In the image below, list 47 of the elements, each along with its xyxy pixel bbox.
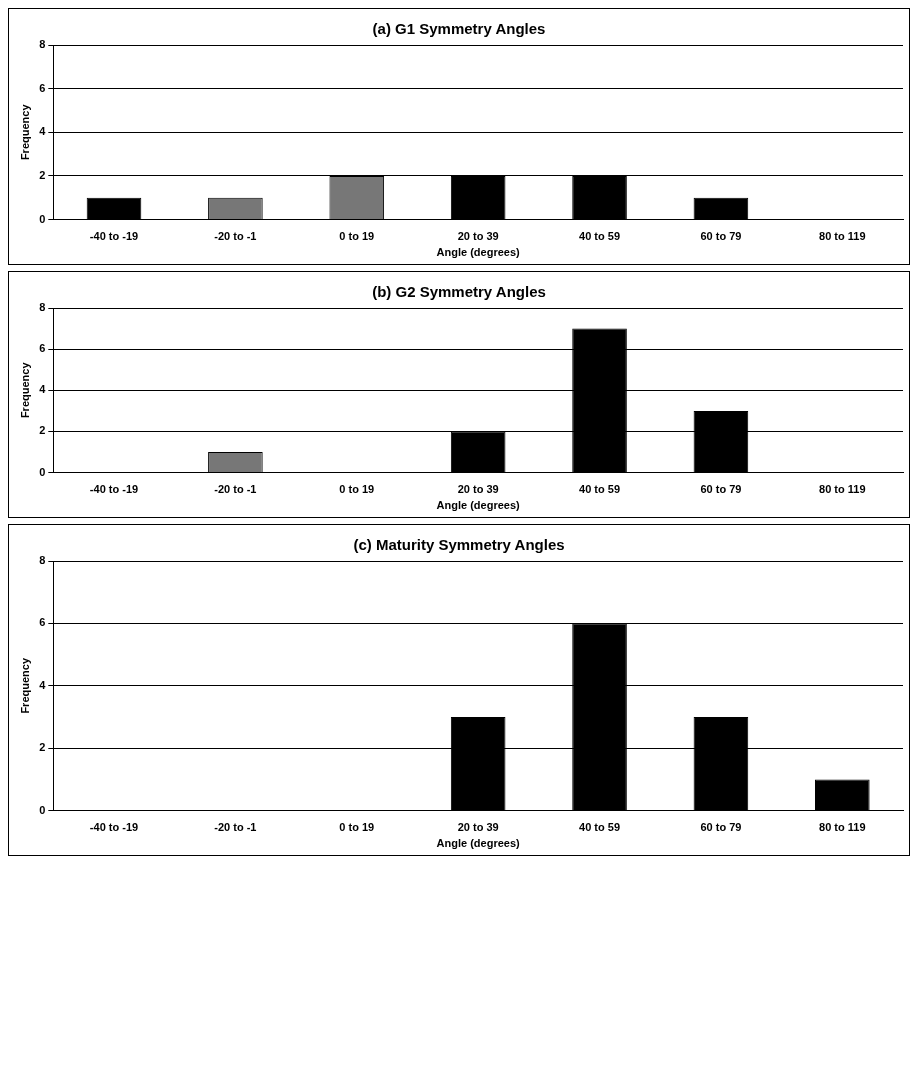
x-tick-label: 20 to 39	[457, 230, 499, 243]
x-tick-label: 20 to 39	[457, 821, 499, 834]
x-tick-label: 60 to 79	[700, 230, 742, 243]
bar	[450, 431, 506, 473]
x-tick-label: 80 to 119	[819, 483, 866, 496]
x-tick-label: -20 to -1	[214, 230, 257, 243]
y-axis-title: Frequency	[18, 103, 31, 161]
chart-title: (a) G1 Symmetry Angles	[372, 20, 546, 38]
x-tick-label: 80 to 119	[819, 230, 866, 243]
x-tick-label: 0 to 19	[339, 230, 375, 243]
x-tick-label: 0 to 19	[339, 483, 375, 496]
chart-title: (b) G2 Symmetry Angles	[372, 283, 546, 301]
x-tick-label: -20 to -1	[214, 483, 257, 496]
y-tick-label: 2	[39, 741, 46, 754]
y-tick-label: 8	[39, 301, 46, 314]
x-axis-title: Angle (degrees)	[436, 837, 521, 850]
x-tick-label: -20 to -1	[214, 821, 257, 834]
bar	[815, 779, 870, 811]
x-tick-label: 60 to 79	[700, 821, 742, 834]
y-tick-label: 0	[39, 465, 46, 478]
y-tick-label: 4	[39, 678, 47, 691]
x-tick-label: 20 to 39	[457, 483, 499, 496]
y-tick-label: 8	[39, 38, 46, 51]
y-tick-label: 4	[39, 125, 47, 138]
x-tick-label: 80 to 119	[819, 821, 866, 834]
x-tick-label: 40 to 59	[579, 483, 621, 496]
y-axis-title: Frequency	[18, 361, 31, 419]
y-tick-label: 6	[39, 81, 46, 94]
x-axis-title: Angle (degrees)	[436, 246, 521, 259]
x-tick-label: 40 to 59	[579, 230, 621, 243]
y-tick-label: 8	[39, 554, 46, 567]
y-tick-label: 4	[39, 383, 47, 396]
x-tick-label: 40 to 59	[579, 821, 621, 834]
x-tick-label: -40 to -19	[89, 483, 139, 496]
x-tick-label: -40 to -19	[89, 230, 139, 243]
x-axis-title: Angle (degrees)	[436, 499, 521, 512]
x-tick-label: -40 to -19	[89, 821, 139, 834]
x-tick-label: 60 to 79	[700, 483, 742, 496]
y-tick-label: 6	[39, 342, 46, 355]
y-tick-label: 0	[39, 803, 46, 816]
y-tick-label: 2	[39, 168, 46, 181]
y-tick-label: 0	[39, 212, 46, 225]
y-tick-label: 6	[39, 616, 46, 629]
y-tick-label: 2	[39, 424, 46, 437]
chart-title: (c) Maturity Symmetry Angles	[353, 536, 565, 554]
y-axis-title: Frequency	[18, 657, 31, 714]
x-tick-label: 0 to 19	[339, 821, 375, 834]
